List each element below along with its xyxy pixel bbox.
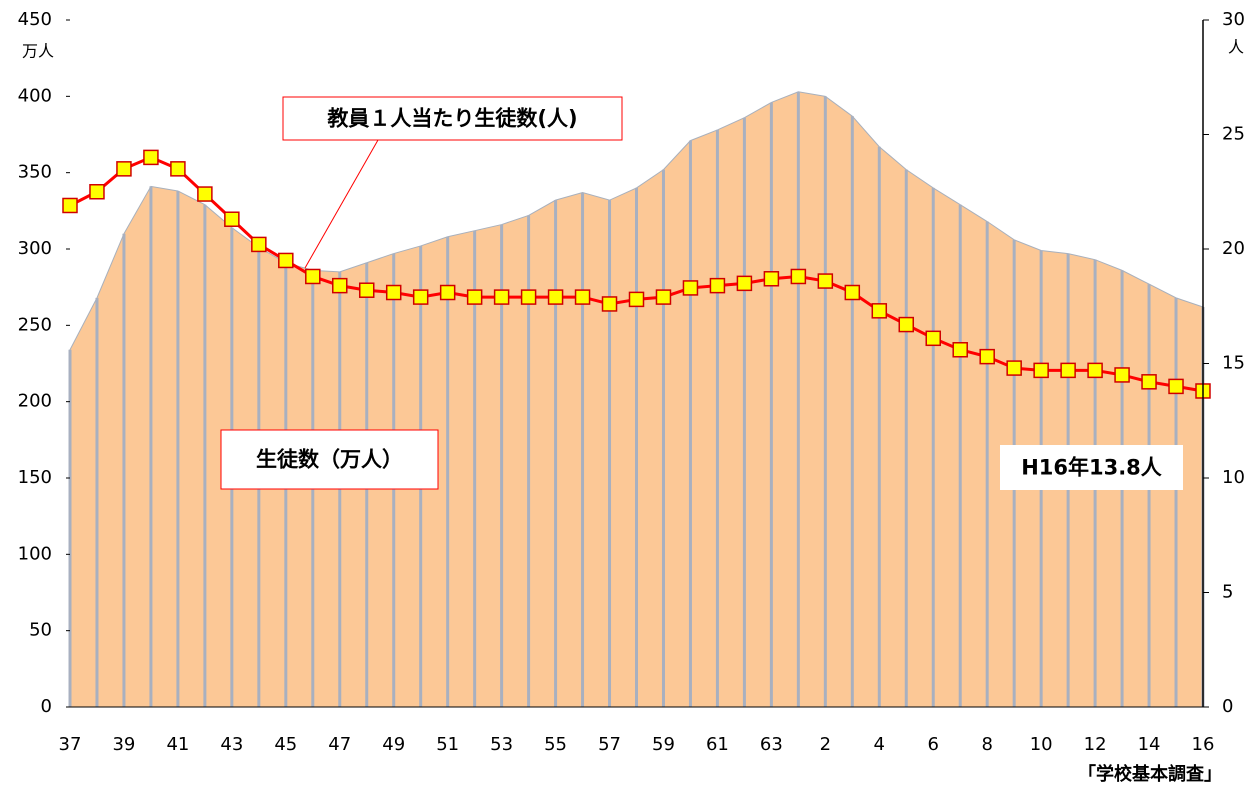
y2-tick-label: 5 xyxy=(1222,582,1233,603)
y-tick-label: 200 xyxy=(18,391,52,412)
x-tick-label: 53 xyxy=(490,734,513,755)
x-tick-label: 51 xyxy=(436,734,459,755)
y2-tick-label: 20 xyxy=(1222,238,1245,259)
marker xyxy=(1060,362,1076,379)
marker xyxy=(952,342,968,358)
annotation-box xyxy=(1000,445,1183,490)
marker xyxy=(1114,367,1130,383)
x-tick-label: 61 xyxy=(706,734,729,755)
marker xyxy=(763,271,780,287)
source: 「学校基本調査」 xyxy=(1078,763,1222,785)
x-tick-label: 47 xyxy=(328,734,351,755)
y2-unit: 人 xyxy=(1228,38,1244,57)
x-tick-label: 6 xyxy=(928,734,939,755)
annotation: H16年13.8人 xyxy=(1021,456,1162,480)
marker xyxy=(520,289,537,305)
marker xyxy=(466,289,483,305)
marker xyxy=(62,197,78,214)
callout-line xyxy=(304,139,379,269)
x-tick-label: 59 xyxy=(652,734,675,755)
series-label: 教員１人当たり生徒数(人) xyxy=(327,107,577,131)
y2-tick-label: 0 xyxy=(1222,696,1233,717)
y-unit: 万人 xyxy=(22,42,54,61)
marker xyxy=(1141,374,1157,390)
marker xyxy=(170,161,186,177)
y2-tick-label: 25 xyxy=(1222,124,1245,145)
marker xyxy=(628,291,645,308)
marker xyxy=(493,289,510,305)
series-label: 生徒数（万人） xyxy=(256,448,403,472)
x-tick-label: 16 xyxy=(1192,734,1215,755)
marker xyxy=(925,330,941,347)
marker xyxy=(817,273,834,289)
marker xyxy=(547,289,564,305)
y-tick-label: 250 xyxy=(18,314,52,335)
y2-tick-label: 30 xyxy=(1222,9,1245,30)
y-tick-label: 0 xyxy=(41,696,52,717)
x-tick-label: 55 xyxy=(544,734,567,755)
y-tick-label: 450 xyxy=(18,9,52,30)
marker xyxy=(790,268,807,285)
marker xyxy=(412,289,429,305)
y-tick-label: 400 xyxy=(18,85,52,106)
marker xyxy=(278,252,294,269)
x-tick-label: 2 xyxy=(820,734,831,755)
y2-tick-label: 10 xyxy=(1222,467,1245,488)
marker xyxy=(709,277,726,294)
marker xyxy=(1087,362,1103,379)
marker xyxy=(655,289,672,305)
x-tick-label: 41 xyxy=(166,734,189,755)
y-tick-label: 300 xyxy=(18,238,52,259)
y2-tick-label: 15 xyxy=(1222,353,1245,374)
x-tick-label: 10 xyxy=(1030,734,1053,755)
marker xyxy=(143,149,159,166)
x-tick-label: 8 xyxy=(981,734,992,755)
x-tick-label: 43 xyxy=(220,734,243,755)
marker xyxy=(305,268,321,285)
x-tick-label: 45 xyxy=(274,734,297,755)
x-tick-label: 14 xyxy=(1138,734,1161,755)
marker xyxy=(871,303,888,319)
marker xyxy=(385,284,402,301)
x-tick-label: 39 xyxy=(112,734,135,755)
marker xyxy=(898,316,915,333)
marker xyxy=(251,236,267,253)
x-tick-label: 57 xyxy=(598,734,621,755)
x-tick-label: 4 xyxy=(874,734,885,755)
marker xyxy=(197,186,213,202)
marker xyxy=(601,296,618,312)
marker xyxy=(979,348,995,365)
marker xyxy=(1168,378,1184,395)
x-tick-label: 49 xyxy=(382,734,405,755)
y-tick-label: 350 xyxy=(18,162,52,183)
y-tick-label: 100 xyxy=(18,543,52,564)
marker xyxy=(439,284,456,301)
marker xyxy=(844,284,861,301)
marker xyxy=(358,282,375,298)
marker xyxy=(574,289,591,305)
y-tick-label: 150 xyxy=(18,467,52,488)
marker xyxy=(332,277,348,294)
marker xyxy=(89,184,105,200)
marker xyxy=(1006,360,1022,376)
series-label-box xyxy=(220,429,439,490)
marker xyxy=(1033,362,1049,379)
y-tick-label: 50 xyxy=(29,620,52,641)
series-label-box xyxy=(282,96,623,141)
x-tick-label: 37 xyxy=(59,734,82,755)
marker xyxy=(682,280,699,296)
marker xyxy=(116,161,132,177)
x-tick-label: 12 xyxy=(1084,734,1107,755)
x-tick-label: 63 xyxy=(760,734,783,755)
marker xyxy=(224,211,240,227)
marker xyxy=(736,275,753,292)
